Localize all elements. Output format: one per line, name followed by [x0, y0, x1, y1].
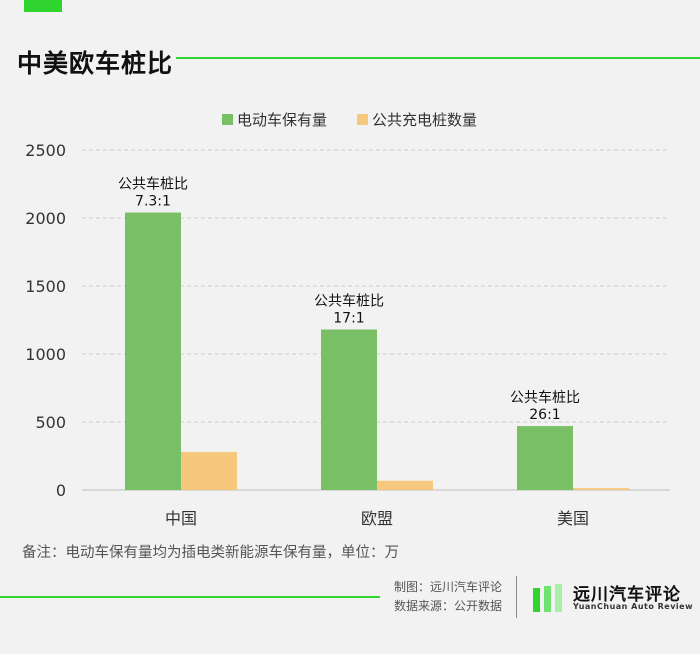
credit-author: 制图：远川汽车评论: [394, 580, 503, 594]
legend-label: 公共充电桩数量: [372, 111, 477, 129]
legend-swatch: [357, 114, 368, 125]
bar: [573, 488, 629, 490]
y-tick-label: 500: [35, 413, 66, 432]
legend-label: 电动车保有量: [237, 111, 327, 129]
x-axis-ticks: 中国 欧盟 美国: [165, 509, 589, 528]
bar: [517, 426, 573, 490]
legend-swatch: [222, 114, 233, 125]
bar-chart: 电动车保有量 公共充电桩数量 0 500 1000 1500 2000 2500 公共车桩比…: [25, 111, 670, 528]
bar: [377, 480, 433, 490]
bars: [125, 212, 629, 490]
y-tick-label: 0: [56, 481, 66, 500]
ratio-label: 公共车桩比: [118, 176, 188, 193]
y-axis-ticks: 0 500 1000 1500 2000 2500: [25, 141, 66, 500]
credits: 制图：远川汽车评论 数据来源：公开数据: [394, 578, 502, 616]
ratio-label: 公共车桩比: [510, 389, 580, 406]
bar: [181, 451, 237, 490]
bar: [321, 329, 377, 490]
footer-rule: [0, 596, 380, 598]
footnote: 备注：电动车保有量均为插电类新能源车保有量，单位：万: [22, 545, 399, 561]
brand-logo-icon: [533, 584, 562, 612]
ratio-value: 7.3:1: [135, 194, 171, 210]
x-tick-label: 欧盟: [361, 509, 393, 528]
ratio-value: 17:1: [333, 311, 364, 327]
top-accent-tab: [24, 0, 62, 12]
x-tick-label: 美国: [557, 509, 589, 528]
credit-source: 数据来源：公开数据: [394, 599, 503, 613]
legend: 电动车保有量 公共充电桩数量: [222, 111, 477, 129]
y-tick-label: 2000: [25, 209, 66, 228]
y-tick-label: 2500: [25, 141, 66, 160]
title-underline: [176, 57, 700, 59]
y-tick-label: 1500: [25, 277, 66, 296]
chart-title: 中美欧车桩比: [17, 49, 174, 78]
x-tick-label: 中国: [165, 509, 197, 528]
ratio-label: 公共车桩比: [314, 293, 384, 310]
brand-name: 远川汽车评论: [573, 585, 681, 605]
brand-name-en: YuanChuan Auto Review: [573, 602, 693, 611]
bar: [125, 212, 181, 490]
ratio-value: 26:1: [529, 407, 560, 423]
footer-divider: [516, 576, 517, 618]
y-tick-label: 1000: [25, 345, 66, 364]
